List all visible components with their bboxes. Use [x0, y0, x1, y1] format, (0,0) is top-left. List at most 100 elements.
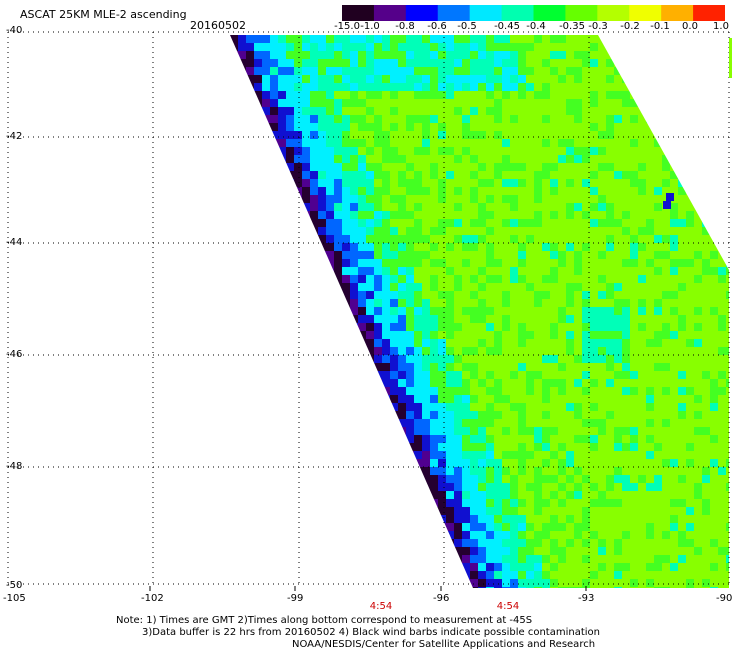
swath-cell: [670, 315, 678, 323]
swath-cell: [622, 515, 630, 523]
swath-cell: [670, 587, 678, 588]
swath-cell: [526, 219, 534, 227]
swath-cell: [478, 187, 486, 195]
swath-cell: [278, 147, 286, 155]
swath-cell: [366, 259, 374, 267]
swath-cell: [630, 331, 638, 339]
swath-cell: [358, 139, 366, 147]
swath-cell: [334, 91, 342, 99]
swath-cell: [678, 315, 686, 323]
swath-cell: [590, 283, 598, 291]
swath-cell: [670, 419, 678, 427]
swath-cell: [726, 515, 729, 523]
swath-cell: [502, 283, 510, 291]
swath-cell: [310, 179, 318, 187]
swath-cell: [566, 403, 574, 411]
swath-cell: [334, 35, 342, 43]
swath-cell: [542, 227, 550, 235]
swath-cell: [654, 531, 662, 539]
swath-cell: [526, 539, 534, 547]
swath-cell: [526, 451, 534, 459]
swath-cell: [382, 35, 390, 43]
swath-cell: [526, 459, 534, 467]
swath-cell: [462, 499, 470, 507]
swath-cell: [638, 219, 646, 227]
swath-cell: [590, 147, 598, 155]
swath-cell: [302, 179, 310, 187]
swath-cell: [702, 67, 710, 75]
swath-cell: [582, 251, 590, 259]
swath-cell: [654, 195, 662, 203]
swath-cell: [326, 187, 334, 195]
swath-cell: [462, 403, 470, 411]
swath-cell: [262, 123, 270, 131]
swath-cell: [398, 251, 406, 259]
swath-cell: [414, 35, 422, 43]
swath-cell: [558, 171, 566, 179]
swath-cell: [438, 387, 446, 395]
swath-cell: [286, 91, 294, 99]
swath-cell: [590, 179, 598, 187]
swath-cell: [454, 419, 462, 427]
swath-cell: [486, 163, 494, 171]
swath-cell: [670, 299, 678, 307]
swath-cell: [630, 275, 638, 283]
swath-cell: [614, 571, 622, 579]
swath-cell: [406, 443, 414, 451]
swath-cell: [558, 475, 566, 483]
swath-cell: [574, 419, 582, 427]
swath-cell: [638, 91, 646, 99]
swath-cell: [382, 219, 390, 227]
swath-cell: [566, 179, 574, 187]
swath-cell: [678, 155, 686, 163]
swath-cell: [318, 35, 326, 43]
swath-cell: [350, 315, 358, 323]
swath-cell: [502, 315, 510, 323]
swath-cell: [718, 563, 726, 571]
swath-cell: [542, 419, 550, 427]
swath-cell: [710, 283, 718, 291]
swath-cell: [446, 291, 454, 299]
swath-cell: [598, 211, 606, 219]
swath-cell: [510, 291, 518, 299]
swath-cell: [294, 179, 302, 187]
swath-cell: [422, 443, 430, 451]
swath-cell: [542, 475, 550, 483]
swath-cell: [486, 43, 494, 51]
swath-cell: [502, 547, 510, 555]
swath-cell: [662, 587, 670, 588]
swath-cell: [654, 35, 662, 43]
swath-cell: [638, 211, 646, 219]
swath-cell: [558, 67, 566, 75]
swath-cell: [630, 235, 638, 243]
swath-cell: [662, 363, 670, 371]
swath-cell: [502, 507, 510, 515]
swath-cell: [446, 515, 454, 523]
swath-cell: [582, 307, 590, 315]
swath-cell: [526, 35, 534, 43]
swath-cell: [598, 107, 606, 115]
swath-cell: [590, 139, 598, 147]
swath-cell: [662, 555, 670, 563]
swath-cell: [662, 171, 670, 179]
swath-cell: [502, 395, 510, 403]
swath-cell: [462, 387, 470, 395]
swath-cell: [606, 355, 614, 363]
swath-cell: [654, 131, 662, 139]
swath-cell: [486, 387, 494, 395]
swath-cell: [678, 147, 686, 155]
swath-cell: [718, 475, 726, 483]
swath-cell: [726, 499, 729, 507]
swath-cell: [614, 251, 622, 259]
swath-cell: [686, 43, 694, 51]
swath-cell: [718, 379, 726, 387]
swath-cell: [702, 91, 710, 99]
swath-cell: [686, 483, 694, 491]
swath-cell: [422, 139, 430, 147]
swath-cell: [582, 147, 590, 155]
swath-cell: [526, 395, 534, 403]
swath-cell: [542, 339, 550, 347]
swath-cell: [630, 491, 638, 499]
swath-cell: [622, 123, 630, 131]
swath-cell: [358, 83, 366, 91]
